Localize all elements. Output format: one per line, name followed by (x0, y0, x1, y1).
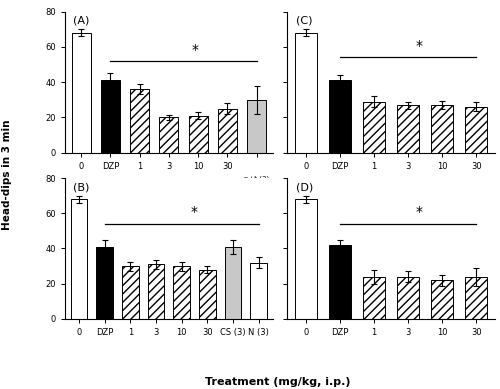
Bar (218, 109, 237, 152)
Bar (148, 265, 164, 319)
Bar (329, 245, 351, 319)
Bar (431, 280, 454, 319)
Text: p+t (3): p+t (3) (244, 175, 270, 182)
Bar (465, 277, 487, 319)
Text: (D): (D) (296, 182, 313, 192)
Bar (465, 107, 487, 152)
Text: (A): (A) (74, 16, 90, 26)
Text: *: * (416, 205, 422, 219)
Bar (130, 89, 149, 152)
Text: *: * (190, 205, 198, 219)
Text: *: * (192, 43, 198, 57)
Bar (295, 199, 317, 319)
Bar (431, 105, 454, 152)
Bar (224, 247, 242, 319)
Bar (329, 81, 351, 152)
Bar (397, 277, 419, 319)
Bar (247, 100, 266, 152)
Bar (363, 102, 385, 152)
Bar (71, 199, 88, 319)
Bar (188, 116, 208, 152)
Bar (174, 266, 190, 319)
Bar (101, 81, 120, 152)
Bar (122, 266, 138, 319)
Bar (295, 33, 317, 152)
Bar (250, 263, 267, 319)
Bar (363, 277, 385, 319)
Text: *: * (416, 39, 422, 53)
Text: Head-dips in 3 min: Head-dips in 3 min (2, 120, 12, 230)
Bar (72, 33, 90, 152)
Bar (160, 117, 178, 152)
Text: Treatment (mg/kg, i.p.): Treatment (mg/kg, i.p.) (205, 377, 350, 387)
Text: (C): (C) (296, 16, 312, 26)
Bar (199, 270, 216, 319)
Bar (96, 247, 113, 319)
Text: (B): (B) (74, 182, 90, 192)
Bar (397, 105, 419, 152)
